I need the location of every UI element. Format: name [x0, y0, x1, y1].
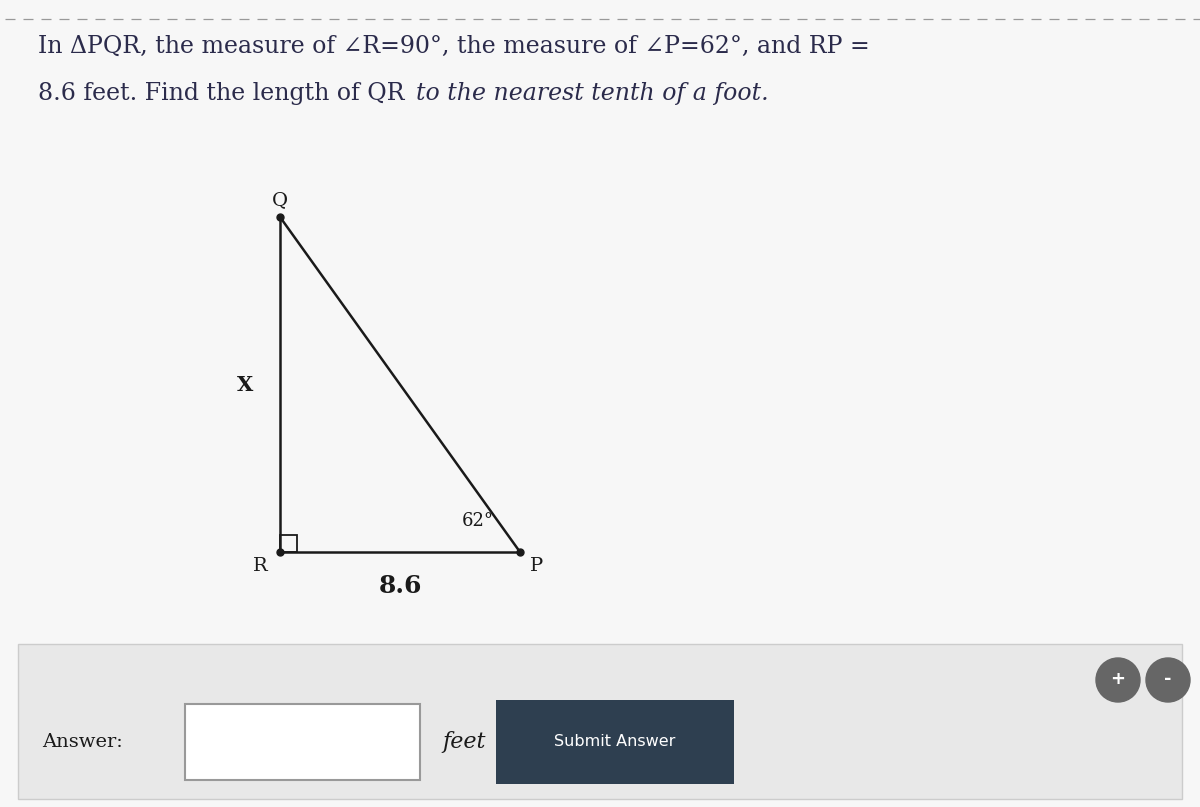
FancyBboxPatch shape [18, 644, 1182, 799]
Text: +: + [1110, 670, 1126, 688]
Text: to the nearest tenth of a foot.: to the nearest tenth of a foot. [416, 82, 769, 105]
Text: feet: feet [442, 731, 486, 753]
Circle shape [1096, 658, 1140, 702]
FancyBboxPatch shape [185, 704, 420, 780]
Text: Q: Q [272, 191, 288, 209]
Text: Answer:: Answer: [42, 733, 122, 751]
Text: R: R [253, 557, 268, 575]
Text: 62°: 62° [462, 512, 494, 530]
Text: 8.6: 8.6 [378, 574, 421, 598]
Text: Submit Answer: Submit Answer [554, 734, 676, 750]
Bar [280, 535, 298, 552]
Text: P: P [530, 557, 544, 575]
Text: X: X [236, 374, 253, 395]
FancyBboxPatch shape [496, 700, 734, 784]
Circle shape [1146, 658, 1190, 702]
Text: In ΔPQR, the measure of ∠R=90°, the measure of ∠P=62°, and RP =: In ΔPQR, the measure of ∠R=90°, the meas… [38, 35, 870, 58]
Text: 8.6 feet. Find the length of QR: 8.6 feet. Find the length of QR [38, 82, 412, 105]
Text: -: - [1164, 670, 1171, 688]
